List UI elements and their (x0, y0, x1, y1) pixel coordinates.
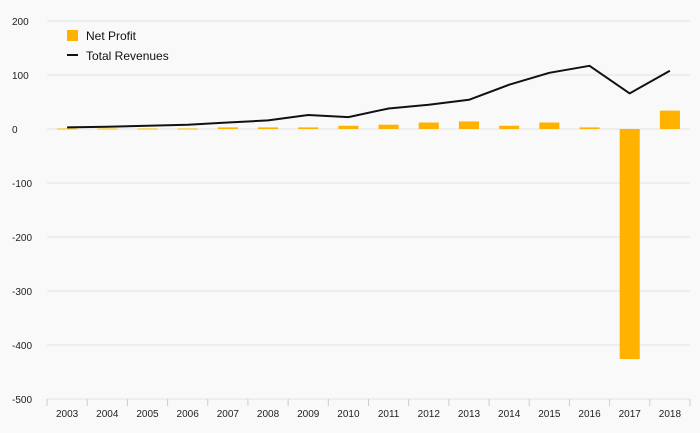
legend-label-net-profit: Net Profit (86, 29, 137, 43)
bar-layer (57, 110, 680, 360)
bar-net-profit (177, 128, 198, 130)
x-tick-label: 2018 (659, 409, 682, 420)
bar-net-profit (619, 129, 640, 360)
x-tick-label: 2015 (538, 409, 561, 420)
x-tick-label: 2010 (337, 409, 360, 420)
bar-net-profit (257, 127, 279, 129)
line-total-revenues (67, 64, 671, 129)
y-tick-label: -400 (12, 341, 32, 352)
x-tick-label: 2016 (578, 409, 601, 420)
bar-net-profit (298, 127, 319, 129)
axis-layer: 200 100 0 -100 -200 -300 -400 -500 2003 2004 2005 2… (12, 17, 691, 420)
bar-net-profit (659, 110, 680, 129)
bar-net-profit (458, 121, 480, 129)
bar-net-profit (97, 128, 118, 130)
bar-net-profit (579, 127, 600, 129)
x-tick-label: 2007 (217, 409, 240, 420)
x-tick-label: 2014 (498, 409, 521, 420)
legend-swatch-net-profit (67, 30, 78, 41)
y-tick-label: -500 (12, 395, 32, 406)
x-tick-label: 2008 (257, 409, 280, 420)
legend-label-total-revenues: Total Revenues (86, 49, 169, 63)
y-tick-label: 200 (12, 17, 29, 28)
x-tick-label: 2004 (96, 409, 119, 420)
x-tick-label: 2012 (418, 409, 441, 420)
bar-net-profit (418, 122, 439, 129)
grid-layer (47, 20, 690, 400)
y-tick-label: -100 (12, 179, 32, 190)
line-layer (67, 64, 671, 129)
y-tick-label: 0 (12, 125, 18, 136)
legend: Net Profit Total Revenues (67, 29, 169, 63)
bar-net-profit (338, 125, 359, 129)
x-tick-label: 2003 (56, 409, 79, 420)
x-tick-label: 2005 (136, 409, 159, 420)
y-tick-label: -300 (12, 287, 32, 298)
bar-net-profit (137, 128, 158, 130)
y-tick-label: -200 (12, 233, 32, 244)
x-tick-label: 2006 (177, 409, 200, 420)
x-tick-label: 2009 (297, 409, 320, 420)
x-tick-label: 2017 (619, 409, 642, 420)
bar-net-profit (378, 124, 399, 129)
bar-net-profit (217, 127, 238, 129)
bar-net-profit (57, 128, 78, 130)
x-tick-label: 2011 (378, 409, 400, 420)
bar-net-profit (499, 125, 520, 129)
y-tick-label: 100 (12, 71, 29, 82)
bar-net-profit (539, 122, 560, 129)
x-tick-label: 2013 (458, 409, 481, 420)
